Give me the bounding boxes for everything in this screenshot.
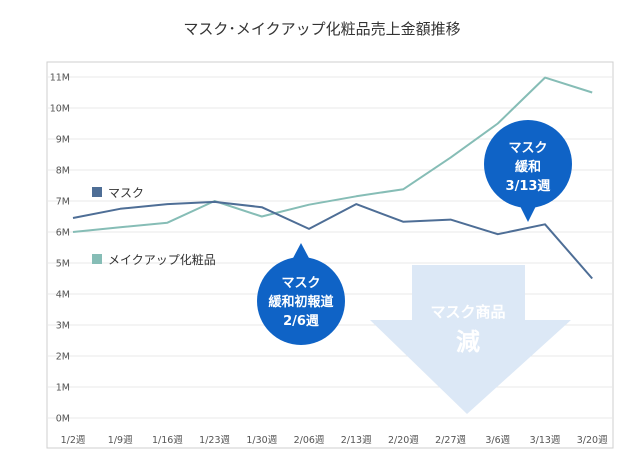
callout-bubble-2-6 (257, 257, 345, 345)
callout-line: 3/13週 (506, 179, 551, 194)
series-line-mask (72, 200, 593, 280)
series-line-makeup (72, 76, 593, 233)
callout-line: 緩和初報道 (268, 294, 333, 310)
chart-title: マスク･メイクアップ化粧品売上金額推移 (183, 20, 460, 38)
x-axis-tick-labels: 1/2週 1/9週 1/16週 1/23週 1/30週 2/06週 2/13週 2/20週 2/… (61, 434, 609, 446)
x-tick-label: 2/27週 (435, 434, 466, 446)
y-axis-tick-labels: 0M 1M 2M 3M 4M 5M 6M 7M 8M 9M 10M 11M (50, 73, 70, 425)
x-tick-label: 1/9週 (108, 434, 133, 446)
y-tick-label: 6M (56, 228, 70, 239)
y-tick-label: 7M (56, 197, 70, 208)
y-tick-label: 1M (56, 383, 70, 394)
x-tick-label: 3/13週 (530, 434, 561, 446)
y-tick-label: 9M (56, 135, 70, 146)
callout-line: 2/6週 (283, 314, 319, 329)
x-tick-label: 2/13週 (341, 434, 372, 446)
decrease-arrow-char: 減 (456, 328, 480, 356)
x-tick-label: 3/6週 (485, 434, 510, 446)
y-tick-label: 8M (56, 166, 70, 177)
x-tick-label: 3/20週 (577, 434, 608, 446)
y-tick-label: 4M (56, 290, 70, 301)
x-tick-label: 1/2週 (61, 434, 86, 446)
decrease-arrow-label: マスク商品 (430, 303, 505, 321)
callout-pointer-2-6 (292, 243, 310, 260)
decrease-arrow (370, 265, 571, 414)
legend-label-mask: マスク (108, 186, 144, 200)
x-tick-label: 2/20週 (388, 434, 419, 446)
callout-line: 緩和 (515, 159, 541, 175)
x-tick-label: 1/16週 (152, 434, 183, 446)
y-tick-label: 0M (56, 414, 70, 425)
series-group (72, 76, 593, 280)
callout-line: マスク (281, 276, 320, 291)
callout-line: マスク (508, 141, 547, 156)
callout-3-13: マスク 緩和 3/13週 (484, 120, 572, 222)
callout-pointer-3-13 (519, 204, 537, 222)
legend-swatch-mask (92, 187, 102, 197)
x-tick-label: 1/30週 (246, 434, 277, 446)
callout-2-6: マスク 緩和初報道 2/6週 (257, 243, 345, 345)
y-tick-label: 2M (56, 352, 70, 363)
x-tick-label: 2/06週 (294, 434, 325, 446)
y-tick-label: 3M (56, 321, 70, 332)
y-tick-label: 10M (50, 104, 70, 115)
x-tick-label: 1/23週 (199, 434, 230, 446)
legend-swatch-makeup (92, 254, 102, 264)
legend-label-makeup: メイクアップ化粧品 (108, 253, 216, 267)
grid-lines (48, 76, 612, 419)
y-tick-label: 11M (50, 73, 70, 84)
callout-bubble-3-13 (484, 120, 572, 208)
y-tick-label: 5M (56, 259, 70, 270)
